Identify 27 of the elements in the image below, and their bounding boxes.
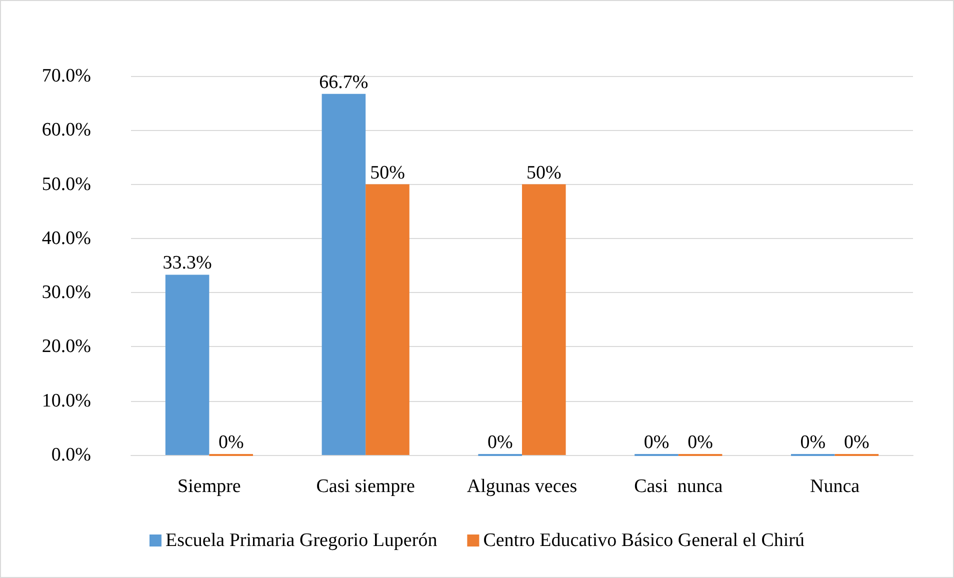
y-tick-label: 20.0% — [42, 336, 92, 358]
data-label: 33.3% — [162, 252, 212, 274]
y-tick-label: 70.0% — [42, 66, 92, 86]
data-label: 0% — [644, 432, 670, 453]
x-tick-label: Siempre — [178, 476, 241, 497]
y-tick-label: 40.0% — [42, 228, 92, 249]
data-label: 0% — [800, 432, 826, 453]
y-tick-label: 50.0% — [42, 174, 92, 195]
y-tick-label: 10.0% — [42, 390, 92, 412]
data-label: 0% — [844, 432, 870, 453]
y-tick-label: 0.0% — [51, 444, 92, 466]
x-tick-label: Algunas veces — [466, 476, 578, 497]
bar — [165, 274, 210, 455]
data-label: 0% — [688, 432, 714, 453]
x-tick-label: Casi siempre — [316, 476, 415, 497]
y-tick-label: 30.0% — [42, 282, 92, 304]
x-tick-label: Casi nunca — [634, 476, 724, 497]
data-label: 0% — [218, 432, 244, 453]
bar — [322, 94, 366, 455]
data-label: 66.7% — [319, 72, 368, 93]
x-tick-label: Nunca — [810, 476, 860, 497]
legend-label: Centro Educativo Básico General el Chirú — [483, 530, 806, 551]
data-label: 0% — [487, 432, 513, 453]
y-tick-label: 60.0% — [42, 120, 92, 141]
data-label: 50% — [370, 162, 406, 184]
legend-label: Escuela Primaria Gregorio Luperón — [165, 530, 438, 551]
data-label: 50% — [526, 162, 562, 184]
